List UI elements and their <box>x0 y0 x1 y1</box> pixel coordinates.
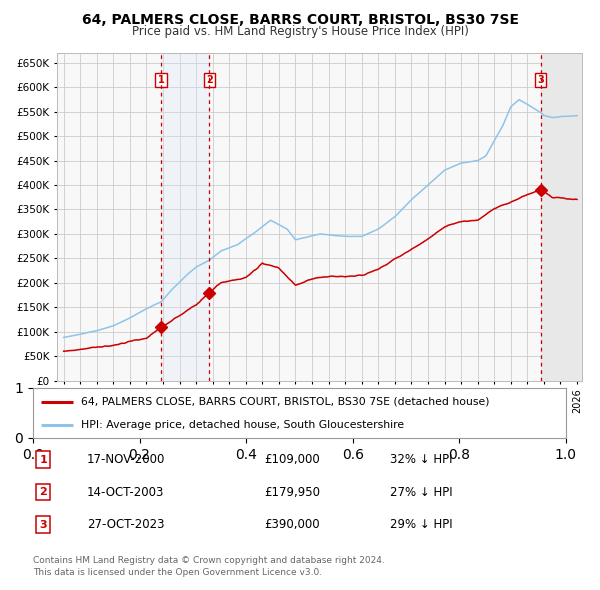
Bar <box>541 53 582 381</box>
Text: £109,000: £109,000 <box>264 453 320 466</box>
Bar <box>161 53 209 381</box>
Text: HPI: Average price, detached house, South Gloucestershire: HPI: Average price, detached house, Sout… <box>81 420 404 430</box>
Text: £179,950: £179,950 <box>264 486 320 499</box>
Text: 64, PALMERS CLOSE, BARRS COURT, BRISTOL, BS30 7SE (detached house): 64, PALMERS CLOSE, BARRS COURT, BRISTOL,… <box>81 396 490 407</box>
Text: This data is licensed under the Open Government Licence v3.0.: This data is licensed under the Open Gov… <box>33 568 322 577</box>
Text: 14-OCT-2003: 14-OCT-2003 <box>87 486 164 499</box>
Text: Contains HM Land Registry data © Crown copyright and database right 2024.: Contains HM Land Registry data © Crown c… <box>33 556 385 565</box>
Text: 2: 2 <box>206 75 212 85</box>
Text: 27-OCT-2023: 27-OCT-2023 <box>87 518 164 531</box>
Text: 27% ↓ HPI: 27% ↓ HPI <box>390 486 452 499</box>
Text: 3: 3 <box>40 520 47 529</box>
Text: Price paid vs. HM Land Registry's House Price Index (HPI): Price paid vs. HM Land Registry's House … <box>131 25 469 38</box>
Text: 29% ↓ HPI: 29% ↓ HPI <box>390 518 452 531</box>
Text: 1: 1 <box>40 455 47 464</box>
Text: 17-NOV-2000: 17-NOV-2000 <box>87 453 166 466</box>
Text: £390,000: £390,000 <box>264 518 320 531</box>
Text: 1: 1 <box>158 75 164 85</box>
Text: 2: 2 <box>40 487 47 497</box>
Text: 32% ↓ HPI: 32% ↓ HPI <box>390 453 452 466</box>
Text: 64, PALMERS CLOSE, BARRS COURT, BRISTOL, BS30 7SE: 64, PALMERS CLOSE, BARRS COURT, BRISTOL,… <box>82 13 518 27</box>
Text: 3: 3 <box>538 75 544 85</box>
